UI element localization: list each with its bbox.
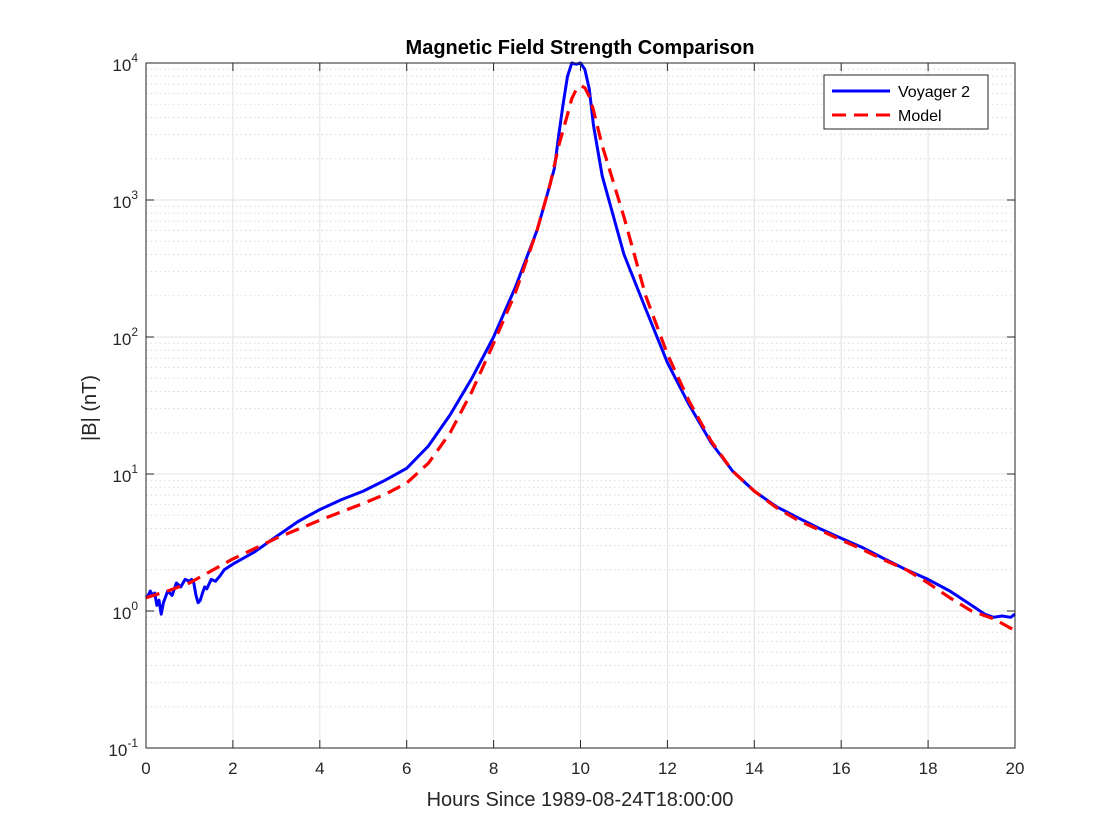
- x-tick-label: 4: [315, 759, 324, 778]
- series-line-model: [145, 84, 1016, 632]
- y-tick-label: 102: [112, 325, 138, 349]
- x-tick-label: 2: [228, 759, 237, 778]
- x-tick-label: 12: [658, 759, 677, 778]
- x-tick-label: 10: [571, 759, 590, 778]
- legend: Voyager 2 Model: [823, 74, 989, 130]
- x-tick-label: 20: [1006, 759, 1025, 778]
- y-tick-label: 103: [112, 188, 138, 212]
- x-axis-label: Hours Since 1989-08-24T18:00:00: [427, 789, 734, 811]
- y-tick-label: 101: [112, 462, 138, 486]
- chart-title: Magnetic Field Strength Comparison: [406, 37, 755, 59]
- x-tick-label: 18: [919, 759, 938, 778]
- x-tick-label: 8: [489, 759, 498, 778]
- y-tick-label: 10-1: [108, 736, 138, 760]
- y-tick-label: 104: [112, 51, 138, 75]
- legend-label: Model: [898, 108, 942, 125]
- x-tick-label: 0: [141, 759, 150, 778]
- legend-box: [823, 74, 989, 130]
- series-line-voyager-2: [144, 61, 1016, 619]
- legend-label: Voyager 2: [898, 84, 970, 101]
- x-tick-label: 6: [402, 759, 411, 778]
- y-tick-label: 100: [112, 599, 138, 623]
- x-tick-label: 14: [745, 759, 764, 778]
- x-tick-label: 16: [832, 759, 851, 778]
- y-axis-label: |B| (nT): [79, 375, 101, 441]
- plot-area: 0 2 4 6 8 10 12 14 16 18 20 10-1 100 101 102 103 104 Voya…: [108, 51, 1024, 778]
